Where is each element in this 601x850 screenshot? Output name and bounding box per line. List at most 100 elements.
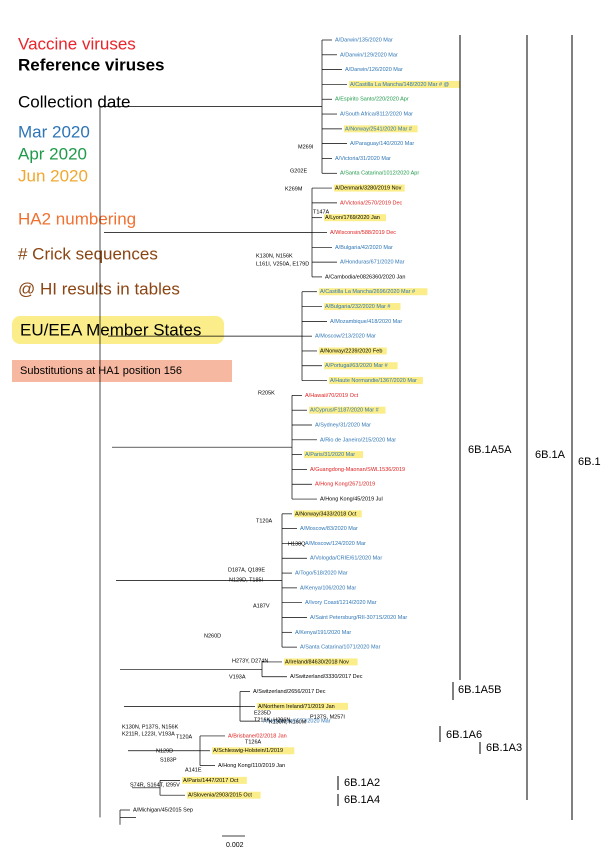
leaf-label: A/Cyprus/F1187/2020 Mar # [310, 408, 380, 414]
mutation-label: K211R, L223I, V193A [122, 731, 175, 737]
legend-date: Jun 2020 [18, 166, 88, 185]
leaf-label: A/Kenya/106/2020 Mar [300, 585, 356, 591]
mutation-label: M269I [298, 144, 314, 150]
mutation-label: D187A, Q189E [228, 567, 265, 573]
leaf-label: A/Saint Petersburg/RII-3071S/2020 Mar [310, 615, 407, 621]
mutation-label: N129D, T185I [229, 577, 264, 583]
eu-highlight [344, 125, 418, 133]
mutation-label: H138Q [288, 541, 306, 547]
leaf-label: A/Michigan/45/2015 Sep [133, 807, 193, 813]
leaf-label: A/Guangdong-Maonan/SWL1536/2019 [310, 467, 405, 473]
eu-highlight [324, 214, 386, 222]
clade-label: 6B.1A [535, 449, 566, 461]
leaf-label: A/Togo/518/2020 Mar [295, 571, 348, 577]
clade-label: 6B.1A5A [468, 444, 512, 456]
mutation-label: L161I, V250A, E179D [256, 261, 309, 267]
legend-reference: Reference viruses [18, 55, 164, 74]
leaf-label: A/Hong Kong/45/2019 Jul [320, 496, 383, 502]
mutation-label: T120A [256, 518, 273, 524]
leaf-label: A/Portugal/63/2020 Mar # [325, 363, 389, 369]
mutation-label: S74R, S164T, I295V [130, 782, 180, 788]
leaf-label: A/Darwin/126/2020 Mar [345, 67, 403, 73]
mutation-label: K130N, P137S, N156K [122, 724, 179, 730]
clade-label: 6B.1 [578, 456, 601, 468]
leaf-label: A/Victoria/31/2020 Mar [335, 156, 391, 162]
leaf-label: A/Cambodia/e0826360/2020 Jan [325, 274, 405, 280]
eu-highlight [319, 288, 428, 296]
leaf-label: A/Norway/2239/2020 Feb [320, 348, 382, 354]
eu-highlight [294, 510, 362, 518]
legend-hi: @ HI results in tables [18, 279, 180, 298]
mutation-label: T147A [313, 209, 330, 215]
mutation-label: A141E [185, 767, 202, 773]
clade-label: 6B.1A5B [458, 684, 501, 696]
leaf-label: A/South Africa/8112/2020 Mar [340, 111, 413, 117]
eu-highlight [187, 791, 261, 799]
leaf-label: A/Switzerland/2656/2017 Dec [253, 689, 326, 695]
eu-highlight [329, 377, 423, 385]
leaf-label: A/Santa Catarina/1071/2020 Mar [300, 645, 381, 651]
clade-label: 6B.1A3 [486, 742, 522, 754]
mutation-label: G202E [290, 168, 307, 174]
mutation-label: N129D [156, 748, 173, 754]
legend-eu-box [12, 316, 224, 344]
leaf-label: A/Ireland/84630/2018 Nov [285, 659, 349, 665]
leaf-label: A/Paris/31/2020 Mar [305, 452, 355, 458]
mutation-label: A187V [253, 603, 270, 609]
leaf-label: A/Bulgaria/232/2020 Mar # [325, 304, 391, 310]
leaf-label: A/Vologda/CRIE/61/2020 Mar [310, 556, 382, 562]
eu-highlight [349, 80, 461, 88]
leaf-label: A/Mozambique/418/2020 Mar [330, 319, 402, 325]
leaf-label: A/Norway/2541/2020 Mar # [345, 126, 413, 132]
clade-label: 6B.1A6 [446, 729, 482, 741]
eu-highlight [334, 184, 405, 192]
mutation-label: T126A [245, 739, 262, 745]
mutation-label: T216K, H296N [254, 717, 290, 723]
leaf-label: A/Ivory Coast/1214/2020 Mar [305, 600, 377, 606]
leaf-label: A/Castilla La Mancha/2696/2020 Mar # [320, 289, 416, 295]
leaf-label: A/Sydney/31/2020 Mar [315, 422, 371, 428]
leaf-label: A/Castilla La Mancha/148/2020 Mar # @ [350, 82, 450, 88]
leaf-label: A/Kenya/191/2020 Mar [295, 630, 351, 636]
eu-highlight [257, 702, 348, 710]
leaf-label: A/Schleswig-Holstein/1/2019 [213, 748, 283, 754]
mutation-label: H273Y, D274N [232, 658, 268, 664]
clade-label: 6B.1A4 [344, 794, 380, 806]
leaf-label: A/Switzerland/3330/2017 Dec [290, 674, 363, 680]
leaf-label: A/Brisbane/02/2018 Jan [228, 733, 287, 739]
legend-date: Mar 2020 [18, 122, 90, 141]
legend-crick: # Crick sequences [18, 244, 158, 263]
leaf-label: A/Moscow/213/2020 Mar [315, 334, 376, 340]
mutation-label: T120A [176, 734, 193, 740]
mutation-label: N260D [204, 633, 221, 639]
leaf-label: A/Paraguay/140/2020 Mar [350, 141, 414, 147]
leaf-label: A/Hawaii/70/2019 Oct [305, 393, 359, 399]
legend-date: Apr 2020 [18, 144, 87, 163]
leaf-label: A/Bulgaria/42/2020 Mar [335, 245, 393, 251]
leaf-label: A/Santa Catarina/1012/2020 Apr [340, 171, 419, 177]
legend-date-heading: Collection date [18, 92, 130, 111]
leaf-label: A/Honduras/6577/2020 Mar [263, 719, 331, 725]
eu-highlight [309, 406, 386, 414]
mutation-label: K269M [285, 186, 303, 192]
eu-highlight [212, 747, 295, 755]
leaf-label: A/Honduras/671/2020 Mar [340, 260, 405, 266]
mutation-label: K130N, N156K [256, 253, 293, 259]
mutation-label: R205K [258, 390, 275, 396]
eu-highlight [324, 362, 398, 370]
legend-eu: EU/EEA Member States [20, 320, 201, 339]
eu-highlight [319, 347, 387, 355]
legend-vaccine: Vaccine viruses [18, 34, 136, 53]
clade-label: 6B.1A2 [344, 777, 380, 789]
leaf-label: A/Wisconsin/588/2019 Dec [330, 230, 396, 236]
leaf-label: A/Haute Normandie/1367/2020 Mar [330, 378, 417, 384]
leaf-label: A/Northern Ireland/71/2019 Jan [258, 704, 335, 710]
legend-156: Substitutions at HA1 position 156 [20, 365, 182, 377]
mutation-label: V193A [229, 674, 246, 680]
mutation-label: E235D [254, 710, 271, 716]
mutation-label: K130N, K160M [269, 719, 307, 725]
leaf-label: A/Moscow/124/2020 Mar [305, 541, 366, 547]
leaf-label: A/Victoria/2570/2019 Dec [340, 200, 403, 206]
